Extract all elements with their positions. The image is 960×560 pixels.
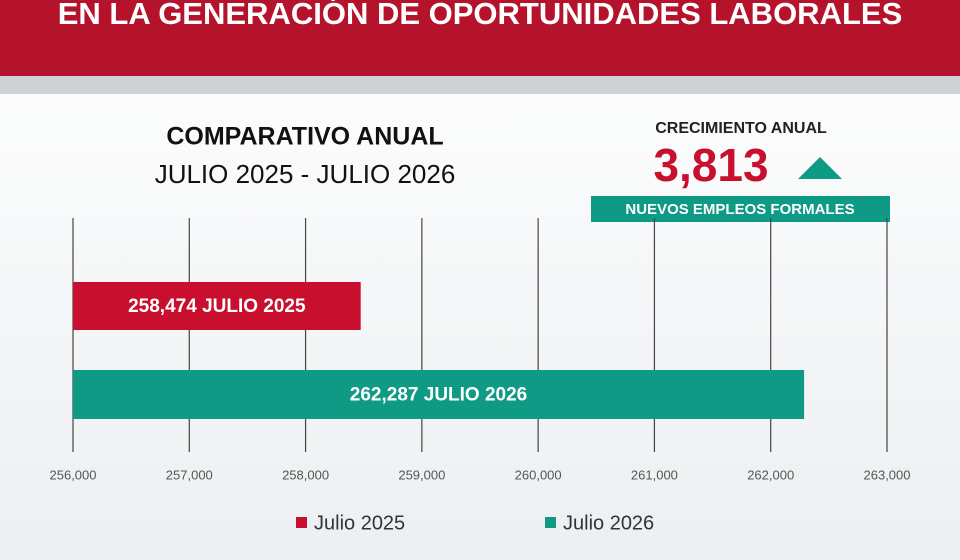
x-tick-label: 258,000 bbox=[282, 467, 329, 482]
bar-label: 262,287 JULIO 2026 bbox=[350, 385, 527, 406]
bar bbox=[73, 282, 361, 330]
growth-value: 3,813 bbox=[653, 139, 768, 191]
x-tick-label: 262,000 bbox=[747, 467, 794, 482]
chart-title: COMPARATIVO ANUAL bbox=[166, 123, 443, 151]
legend-swatch bbox=[545, 517, 556, 528]
growth-note: NUEVOS EMPLEOS FORMALES bbox=[625, 201, 854, 218]
x-tick-label: 263,000 bbox=[864, 467, 911, 482]
bar-label: 258,474 JULIO 2025 bbox=[128, 296, 306, 317]
x-tick-label: 261,000 bbox=[631, 467, 678, 482]
header-title: EN LA GENERACIÓN DE OPORTUNIDADES LABORA… bbox=[58, 0, 903, 31]
header-band bbox=[0, 0, 960, 76]
legend-swatch bbox=[296, 517, 307, 528]
x-tick-label: 257,000 bbox=[166, 467, 213, 482]
growth-arrow bbox=[798, 157, 842, 179]
legend-label: Julio 2025 bbox=[314, 512, 405, 534]
x-tick-label: 259,000 bbox=[398, 467, 445, 482]
chart-subtitle: JULIO 2025 - JULIO 2026 bbox=[155, 159, 456, 189]
bar bbox=[73, 370, 805, 419]
x-tick-label: 260,000 bbox=[515, 467, 562, 482]
x-tick-label: 256,000 bbox=[50, 467, 97, 482]
header-strip bbox=[0, 76, 960, 94]
growth-label: CRECIMIENTO ANUAL bbox=[655, 120, 827, 137]
legend-label: Julio 2026 bbox=[563, 512, 654, 534]
growth-note-box bbox=[591, 196, 890, 222]
